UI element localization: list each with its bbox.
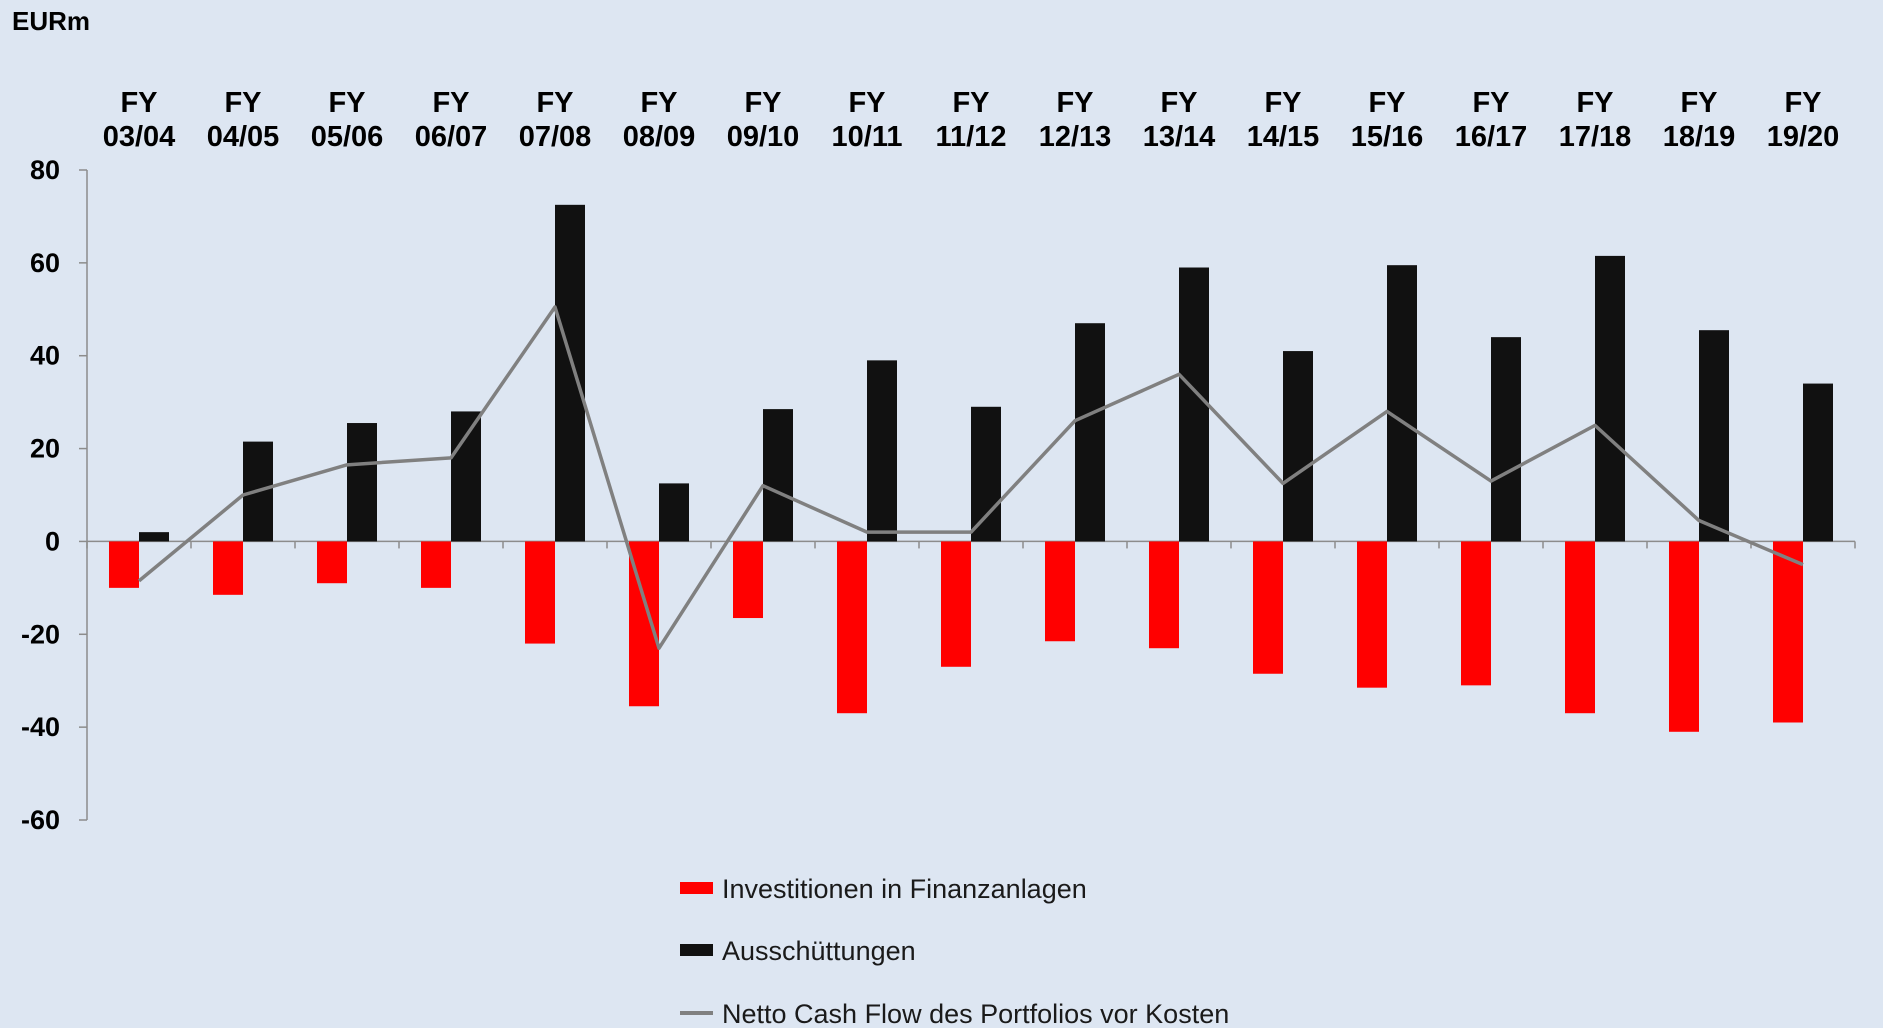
category-label-line2: 14/15 [1247, 121, 1320, 153]
net-cash-flow-line-group [137, 305, 1804, 650]
net-cash-flow-line [137, 305, 1804, 650]
bar-ausschuettungen [1803, 383, 1833, 542]
unit-label: EURm [12, 6, 90, 36]
category-label-line2: 09/10 [727, 121, 800, 153]
bars [109, 204, 1833, 732]
category-label-line2: 10/11 [832, 121, 903, 153]
y-tick-label: -60 [21, 805, 60, 835]
bar-investitionen [1773, 541, 1803, 723]
bar-investitionen [421, 541, 451, 588]
legend: Investitionen in Finanzanlagen Ausschüttu… [680, 874, 1229, 1028]
category-label-line1: FY [432, 87, 469, 119]
category-label-line1: FY [1576, 87, 1613, 119]
bar-investitionen [317, 541, 347, 584]
bar-investitionen [1565, 541, 1595, 714]
bar-ausschuettungen [763, 409, 793, 542]
category-label-line1: FY [1680, 87, 1717, 119]
category-label-line1: FY [120, 87, 157, 119]
bar-investitionen [1357, 541, 1387, 688]
y-tick-label: 60 [30, 248, 60, 278]
bar-ausschuettungen [867, 360, 897, 542]
category-label-line1: FY [536, 87, 573, 119]
y-tick-label: 0 [45, 526, 60, 556]
bar-ausschuettungen [971, 406, 1001, 542]
bar-investitionen [733, 541, 763, 619]
bar-investitionen [1149, 541, 1179, 649]
category-label-line1: FY [328, 87, 365, 119]
bar-investitionen [213, 541, 243, 595]
legend-item-ausschuettungen-label: Ausschüttungen [722, 936, 916, 966]
category-label-line2: 07/08 [519, 121, 592, 153]
y-tick-label: -20 [21, 619, 60, 649]
bar-ausschuettungen [139, 532, 169, 542]
bar-ausschuettungen [1179, 267, 1209, 542]
bar-ausschuettungen [1699, 330, 1729, 542]
category-label-line2: 15/16 [1351, 121, 1424, 153]
category-label-line1: FY [744, 87, 781, 119]
y-tick-label: 40 [30, 341, 60, 371]
category-label-line2: 08/09 [623, 121, 696, 153]
legend-item-investitionen-swatch [680, 882, 713, 894]
bar-ausschuettungen [1491, 337, 1521, 542]
category-label-line1: FY [952, 87, 989, 119]
bar-ausschuettungen [555, 204, 585, 542]
bar-ausschuettungen [659, 483, 689, 542]
category-label-line2: 18/19 [1663, 121, 1736, 153]
legend-item-ausschuettungen-swatch [680, 944, 713, 956]
category-labels: FY03/04FY04/05FY05/06FY06/07FY07/08FY08/… [103, 87, 1840, 153]
axes: 80 60 40 20 0 -20 -40 -60 [21, 155, 1856, 835]
category-label-line2: 05/06 [311, 121, 384, 153]
y-tick-label: -40 [21, 712, 60, 742]
category-label-line1: FY [1784, 87, 1821, 119]
bar-ausschuettungen [1595, 255, 1625, 542]
category-label-line1: FY [640, 87, 677, 119]
category-label-line1: FY [1472, 87, 1509, 119]
category-label-line2: 04/05 [207, 121, 280, 153]
bar-ausschuettungen [347, 423, 377, 542]
legend-item-investitionen-label: Investitionen in Finanzanlagen [722, 874, 1087, 904]
bar-investitionen [1045, 541, 1075, 642]
bar-ausschuettungen [1283, 351, 1313, 542]
bar-investitionen [1461, 541, 1491, 686]
category-label-line2: 17/18 [1559, 121, 1632, 153]
bar-investitionen [109, 541, 139, 588]
y-tick-label: 20 [30, 434, 60, 464]
category-label-line1: FY [1368, 87, 1405, 119]
category-label-line1: FY [224, 87, 261, 119]
category-label-line2: 16/17 [1455, 121, 1528, 153]
category-label-line2: 12/13 [1039, 121, 1112, 153]
bar-investitionen [941, 541, 971, 667]
category-label-line1: FY [1160, 87, 1197, 119]
bar-investitionen [1669, 541, 1699, 732]
category-label-line1: FY [848, 87, 885, 119]
bar-investitionen [525, 541, 555, 644]
category-label-line2: 11/12 [936, 121, 1007, 153]
bar-ausschuettungen [451, 411, 481, 542]
bar-ausschuettungen [1075, 323, 1105, 542]
category-label-line1: FY [1056, 87, 1093, 119]
category-label-line2: 03/04 [103, 121, 176, 153]
y-tick-label: 80 [30, 155, 60, 185]
bar-ausschuettungen [1387, 265, 1417, 542]
category-label-line2: 13/14 [1143, 121, 1216, 153]
category-label-line2: 06/07 [415, 121, 488, 153]
legend-item-netto-cash-flow-label: Netto Cash Flow des Portfolios vor Koste… [722, 999, 1229, 1028]
category-label-line1: FY [1264, 87, 1301, 119]
bar-investitionen [1253, 541, 1283, 674]
bar-investitionen [837, 541, 867, 714]
category-label-line2: 19/20 [1767, 121, 1840, 153]
